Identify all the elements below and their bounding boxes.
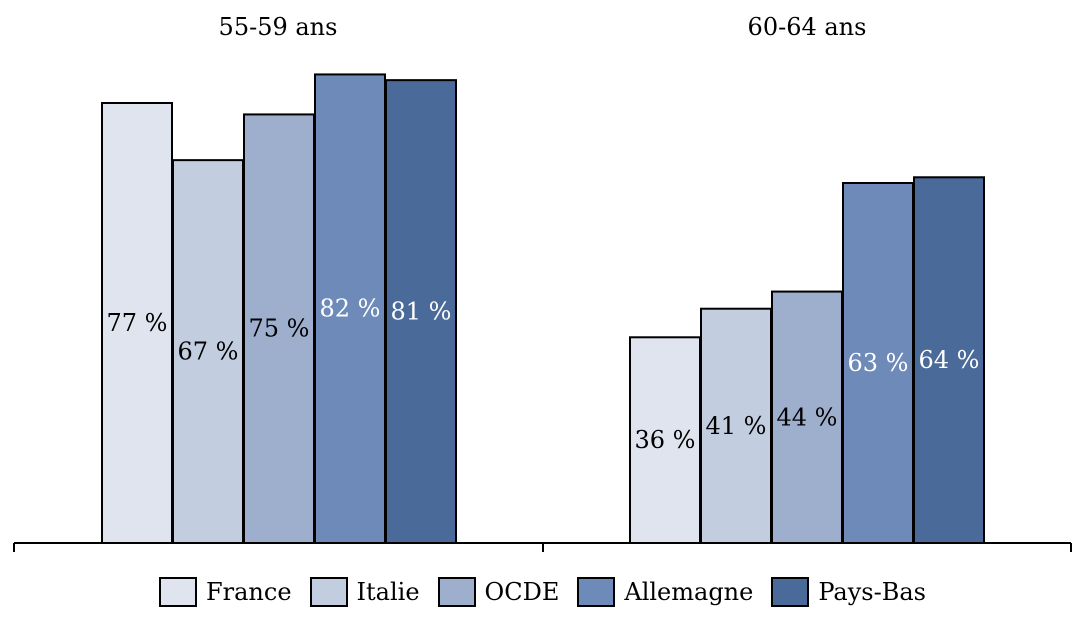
- legend-item: OCDE: [437, 577, 560, 607]
- legend-label: Allemagne: [624, 578, 754, 606]
- bar: [101, 102, 173, 544]
- data-label: 77 %: [107, 309, 168, 337]
- legend-item: France: [159, 577, 292, 607]
- data-label: 67 %: [178, 338, 239, 366]
- legend-swatch: [577, 577, 616, 607]
- legend-swatch: [437, 577, 476, 607]
- bar: [172, 159, 244, 544]
- legend-label: OCDE: [484, 578, 560, 606]
- data-label: 36 %: [635, 426, 696, 454]
- legend-swatch: [309, 577, 348, 607]
- data-label: 41 %: [706, 412, 767, 440]
- bar: [913, 176, 985, 545]
- data-label: 63 %: [848, 349, 909, 377]
- legend-swatch: [159, 577, 197, 607]
- data-label: 64 %: [919, 346, 980, 374]
- legend-label: Italie: [356, 578, 420, 606]
- bar: [771, 290, 843, 545]
- group-title: 60-64 ans: [748, 13, 867, 41]
- legend-item: Pays-Bas: [771, 577, 926, 607]
- legend: France Italie OCDE Allemagne Pays-Bas: [159, 574, 944, 610]
- data-label: 82 %: [320, 295, 381, 323]
- legend-swatch: [771, 577, 810, 607]
- data-label: 75 %: [249, 315, 310, 343]
- group-title: 55-59 ans: [219, 13, 338, 41]
- legend-label: Pays-Bas: [818, 578, 926, 606]
- legend-item: Allemagne: [577, 577, 753, 607]
- bar: [629, 336, 701, 544]
- data-label: 81 %: [391, 298, 452, 326]
- data-label: 44 %: [777, 403, 838, 431]
- legend-item: Italie: [309, 577, 420, 607]
- bar: [842, 182, 914, 544]
- legend-label: France: [206, 578, 292, 606]
